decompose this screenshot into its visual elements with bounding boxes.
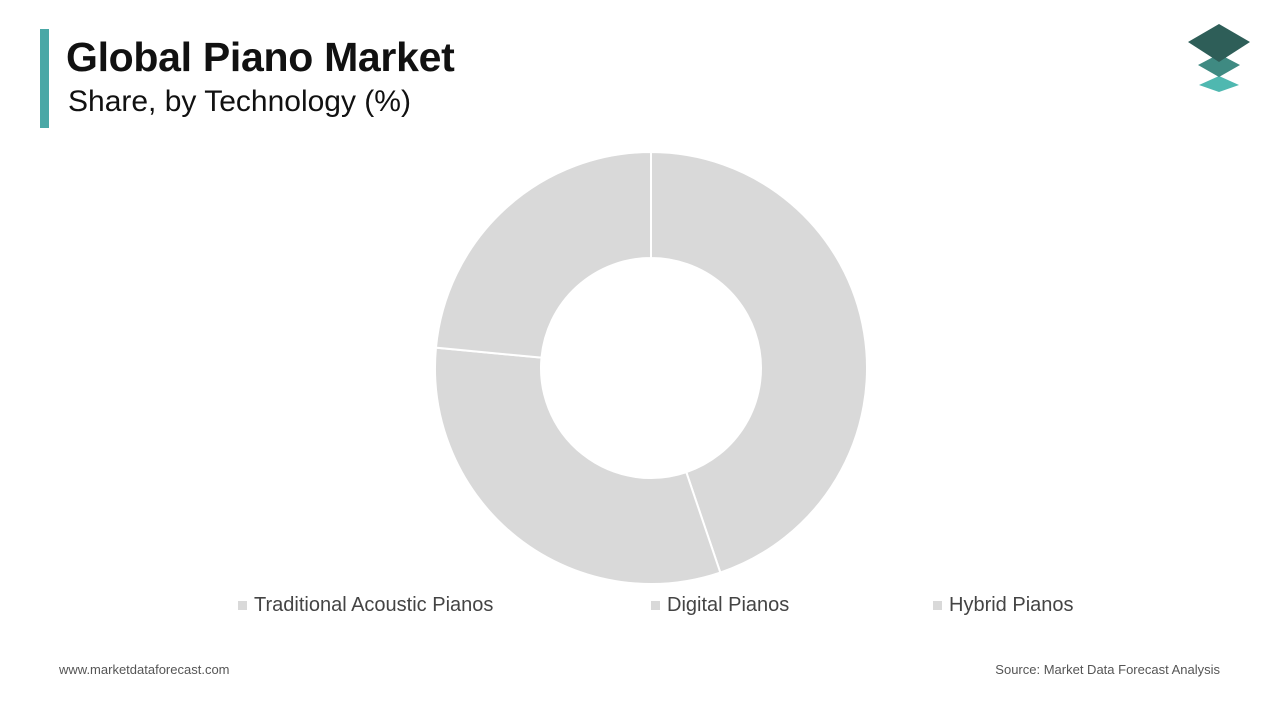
legend-item: Hybrid Pianos — [933, 594, 1074, 617]
legend-item: Digital Pianos — [651, 594, 789, 617]
chart-title: Global Piano Market — [66, 34, 455, 80]
donut-slice-digital-pianos — [434, 346, 722, 585]
legend-label: Hybrid Pianos — [949, 594, 1074, 616]
stacked-layers-icon — [1188, 24, 1250, 92]
donut-slice-traditional-acoustic-pianos — [650, 150, 868, 574]
chart-subtitle: Share, by Technology (%) — [68, 85, 411, 118]
legend-swatch — [651, 601, 660, 610]
title-accent-bar — [40, 29, 49, 128]
website-url: www.marketdataforecast.com — [59, 662, 230, 677]
source-note: Source: Market Data Forecast Analysis — [995, 662, 1220, 677]
chart-legend: Traditional Acoustic Pianos Digital Piano… — [0, 594, 1280, 620]
legend-label: Traditional Acoustic Pianos — [254, 594, 494, 616]
legend-label: Digital Pianos — [667, 594, 790, 616]
legend-swatch — [238, 601, 247, 610]
donut-slice-hybrid-pianos — [434, 150, 652, 359]
legend-swatch — [933, 601, 942, 610]
legend-item: Traditional Acoustic Pianos — [238, 594, 493, 617]
